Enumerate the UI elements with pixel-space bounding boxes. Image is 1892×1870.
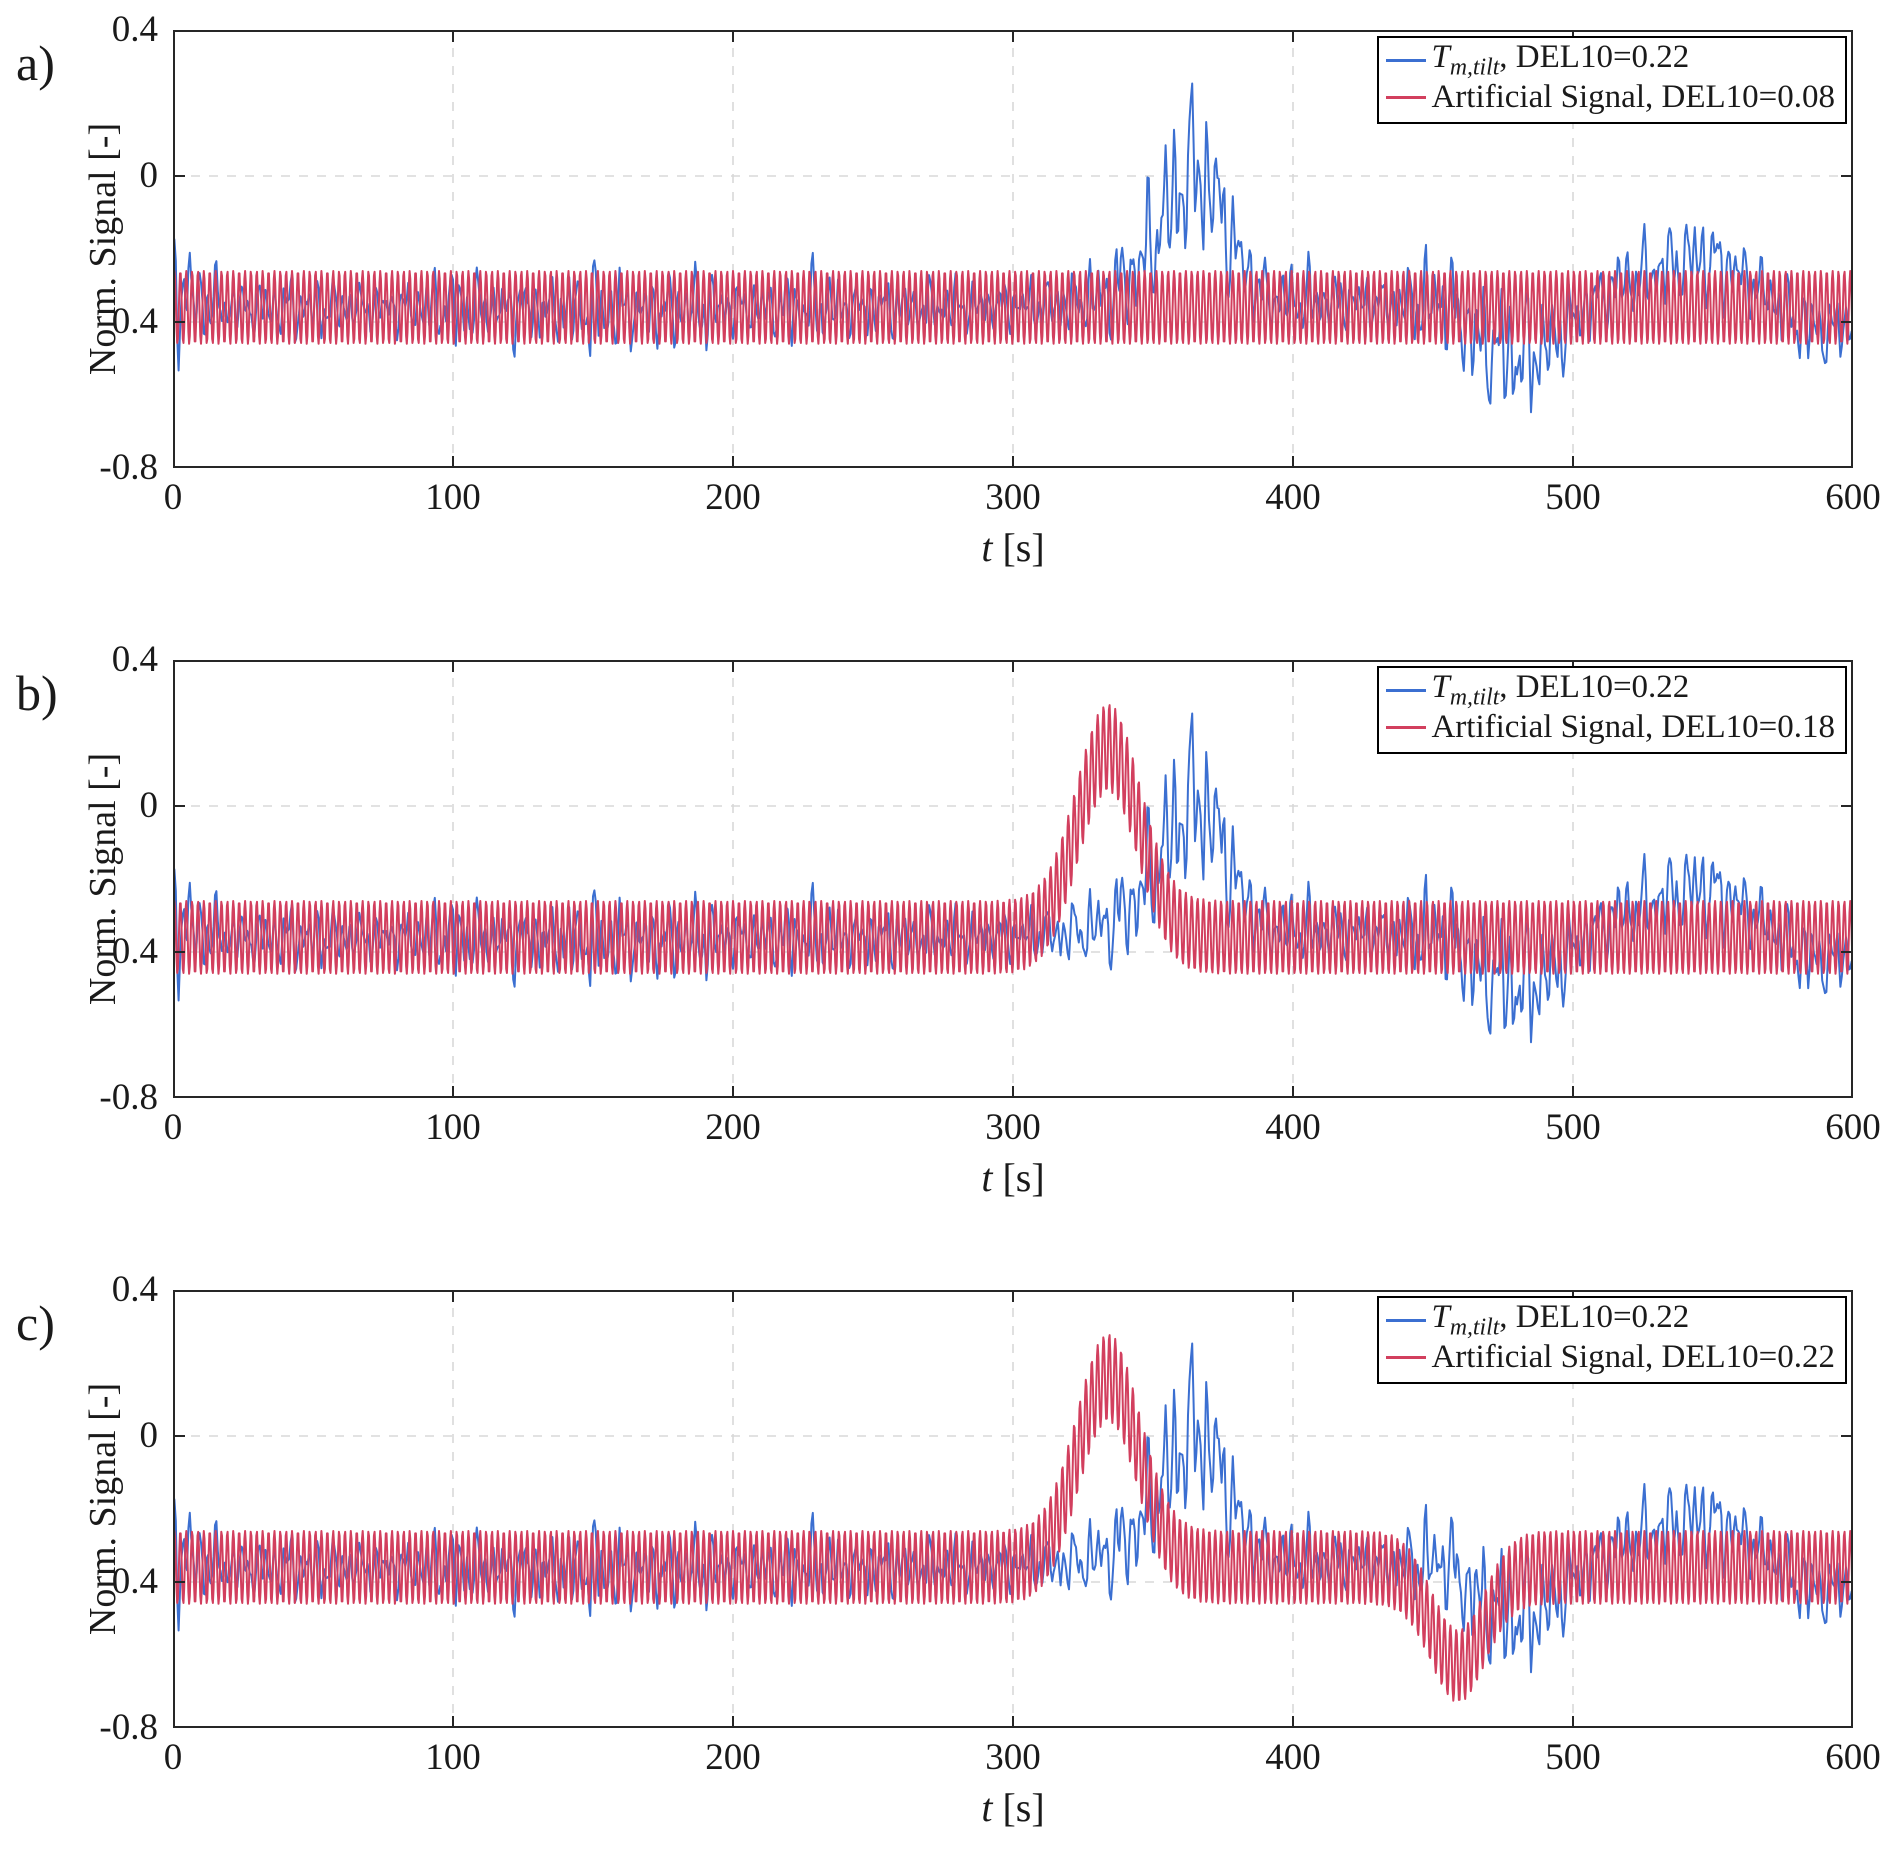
y-tick-label: -0.8: [99, 1077, 158, 1118]
y-tick-label: 0.4: [111, 639, 158, 680]
legend-label-segment: m,tilt: [1449, 54, 1500, 81]
plot-area-a: [173, 30, 1853, 468]
legend-label-segment: T: [1431, 1298, 1450, 1335]
y-tick-label: -0.4: [99, 931, 158, 972]
x-tick-label: 0: [163, 1107, 183, 1148]
legend-swatch-blue: [1386, 689, 1427, 692]
legend-label-segment: Artificial Signal, DEL10=0.18: [1431, 709, 1835, 745]
x-tick-label: 500: [1545, 477, 1601, 518]
x-axis-label-segment: t: [981, 525, 993, 570]
x-tick-label: 500: [1545, 1737, 1601, 1778]
x-tick-label: 200: [705, 1737, 761, 1778]
plot-area-b: [173, 660, 1853, 1098]
legend-label-segment: T: [1431, 38, 1450, 75]
y-tick-label: -0.8: [99, 1707, 158, 1748]
y-tick-label: 0: [139, 1415, 159, 1456]
legend-label-segment: T: [1431, 668, 1450, 705]
legend-row: Tm,tilt, DEL10=0.22: [1386, 668, 1835, 711]
legend-swatch-red: [1386, 96, 1427, 99]
x-tick-label: 400: [1265, 477, 1321, 518]
x-tick-label: 300: [985, 1737, 1041, 1778]
x-tick-label: 600: [1825, 1107, 1881, 1148]
x-axis-label-segment: [s]: [992, 525, 1045, 570]
x-tick-label: 300: [985, 477, 1041, 518]
y-tick-label: -0.8: [99, 447, 158, 488]
x-axis-label: t [s]: [981, 1784, 1044, 1831]
legend-label: Artificial Signal, DEL10=0.18: [1431, 711, 1835, 744]
x-axis-label: t [s]: [981, 524, 1044, 571]
y-tick-label: 0: [139, 785, 159, 826]
legend-label-segment: Artificial Signal, DEL10=0.08: [1431, 79, 1835, 115]
legend-row: Tm,tilt, DEL10=0.22: [1386, 38, 1835, 81]
panel-letter-c: c): [16, 1295, 55, 1351]
legend-label: Tm,tilt, DEL10=0.22: [1431, 38, 1690, 81]
legend-label-segment: , DEL10=0.22: [1499, 668, 1690, 705]
legend-b: Tm,tilt, DEL10=0.22 Artificial Signal, DE…: [1377, 666, 1847, 754]
x-axis-label-segment: t: [981, 1785, 993, 1830]
legend-row: Artificial Signal, DEL10=0.22: [1386, 1339, 1835, 1376]
panel-b: b) Norm. Signal [-] 0 100 200 300 400 500 600 0.4…: [0, 630, 1892, 1260]
legend-label: Tm,tilt, DEL10=0.22: [1431, 1298, 1690, 1341]
y-tick-label: 0: [139, 155, 159, 196]
legend-label: Artificial Signal, DEL10=0.22: [1431, 1341, 1835, 1374]
series-red-line: [173, 270, 1853, 345]
y-tick-label: 0.4: [111, 9, 158, 50]
x-tick-label: 400: [1265, 1107, 1321, 1148]
x-tick-label: 100: [425, 1737, 481, 1778]
y-tick-label: -0.4: [99, 301, 158, 342]
legend-swatch-red: [1386, 1356, 1427, 1359]
legend-row: Tm,tilt, DEL10=0.22: [1386, 1298, 1835, 1341]
legend-label-segment: Artificial Signal, DEL10=0.22: [1431, 1339, 1835, 1375]
legend-row: Artificial Signal, DEL10=0.08: [1386, 79, 1835, 116]
x-axis-label-segment: [s]: [992, 1155, 1045, 1200]
y-tick-label: 0.4: [111, 1269, 158, 1310]
x-axis-label: t [s]: [981, 1154, 1044, 1201]
legend-label-segment: m,tilt: [1449, 684, 1500, 711]
x-tick-label: 600: [1825, 477, 1881, 518]
panel-a: a) Norm. Signal [-] 0 100 200 300 400 500 600 0.4…: [0, 0, 1892, 630]
legend-label: Tm,tilt, DEL10=0.22: [1431, 668, 1690, 711]
x-tick-label: 600: [1825, 1737, 1881, 1778]
x-tick-label: 100: [425, 477, 481, 518]
legend-label-segment: , DEL10=0.22: [1499, 1298, 1690, 1335]
series-red-line: [173, 1334, 1853, 1702]
x-tick-label: 500: [1545, 1107, 1601, 1148]
x-tick-label: 300: [985, 1107, 1041, 1148]
legend-row: Artificial Signal, DEL10=0.18: [1386, 709, 1835, 746]
series-red-line: [173, 704, 1853, 975]
plot-area-c: [173, 1290, 1853, 1728]
x-tick-label: 0: [163, 1737, 183, 1778]
panel-letter-a: a): [16, 35, 55, 91]
x-tick-label: 0: [163, 477, 183, 518]
x-tick-label: 400: [1265, 1737, 1321, 1778]
legend-c: Tm,tilt, DEL10=0.22 Artificial Signal, DE…: [1377, 1296, 1847, 1384]
legend-swatch-blue: [1386, 1319, 1427, 1322]
legend-label-segment: , DEL10=0.22: [1499, 38, 1690, 75]
x-tick-label: 200: [705, 477, 761, 518]
legend-swatch-blue: [1386, 59, 1427, 62]
x-axis-label-segment: [s]: [992, 1785, 1045, 1830]
legend-swatch-red: [1386, 726, 1427, 729]
legend-label-segment: m,tilt: [1449, 1314, 1500, 1341]
panel-letter-b: b): [16, 665, 58, 721]
legend-label: Artificial Signal, DEL10=0.08: [1431, 81, 1835, 114]
legend-a: Tm,tilt, DEL10=0.22 Artificial Signal, DE…: [1377, 36, 1847, 124]
panel-c: c) Norm. Signal [-] 0 100 200 300 400 500 600 0.4…: [0, 1260, 1892, 1870]
x-tick-label: 200: [705, 1107, 761, 1148]
x-axis-label-segment: t: [981, 1155, 993, 1200]
y-tick-label: -0.4: [99, 1561, 158, 1602]
x-tick-label: 100: [425, 1107, 481, 1148]
